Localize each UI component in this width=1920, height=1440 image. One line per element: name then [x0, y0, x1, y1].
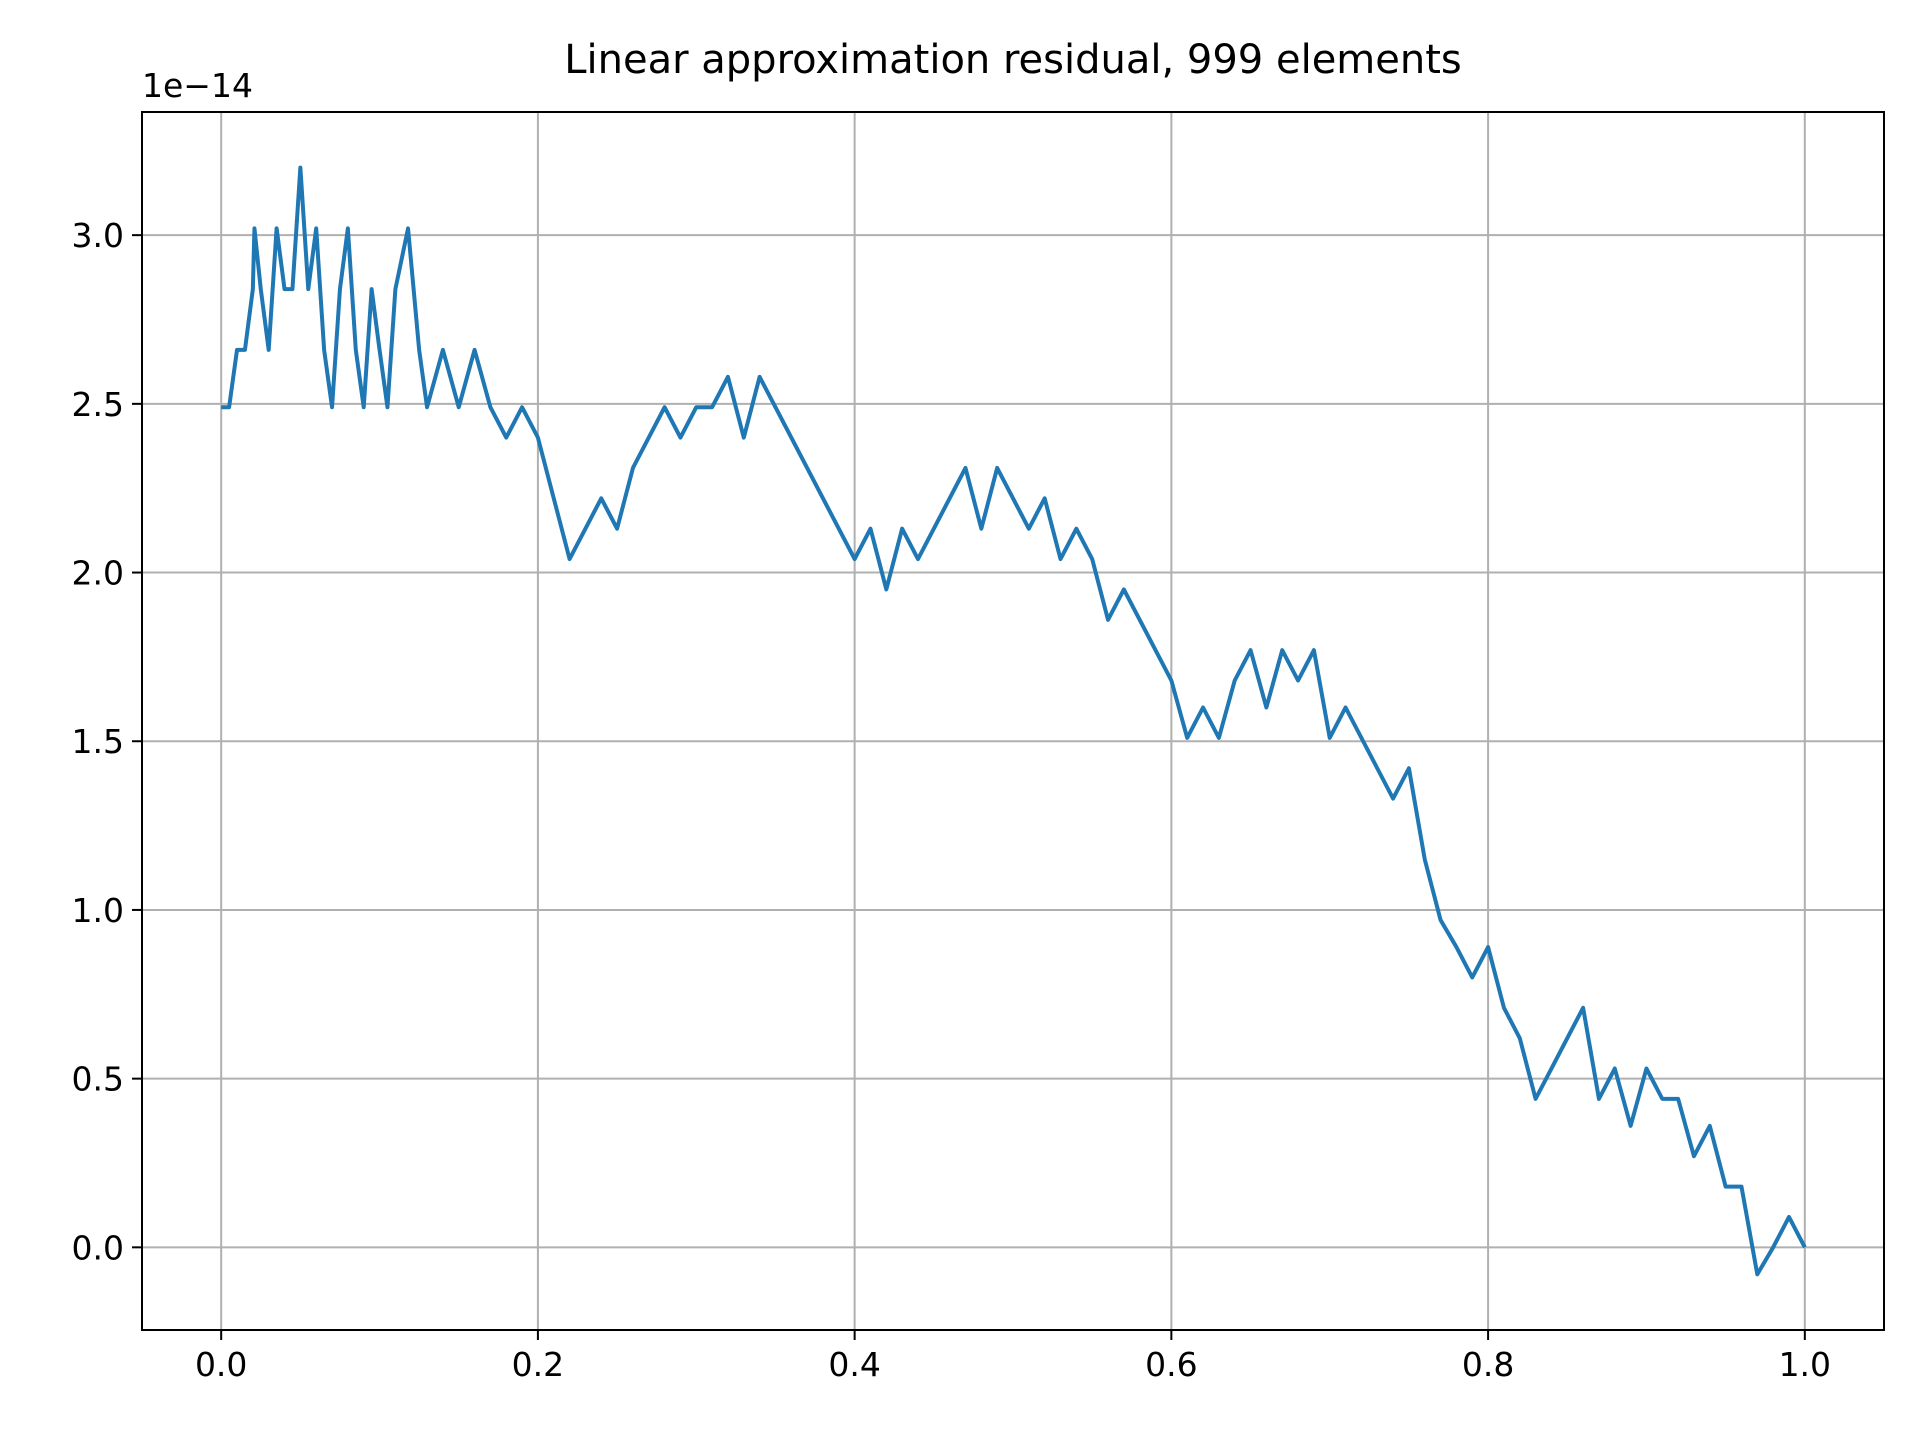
y-tick-label: 2.0	[72, 554, 124, 593]
y-tick-label: 2.5	[72, 385, 124, 424]
x-tick-label: 0.0	[195, 1345, 247, 1384]
y-tick-label: 0.5	[72, 1060, 124, 1099]
x-tick-label: 1.0	[1779, 1345, 1831, 1384]
y-tick-label: 3.0	[72, 216, 124, 255]
y-tick-label: 0.0	[72, 1228, 124, 1267]
y-offset-label: 1e−14	[142, 66, 253, 105]
x-tick-label: 0.8	[1462, 1345, 1514, 1384]
x-tick-label: 0.6	[1145, 1345, 1197, 1384]
x-tick-label: 0.2	[512, 1345, 564, 1384]
chart-title: Linear approximation residual, 999 eleme…	[564, 37, 1462, 83]
plot-frame	[141, 111, 1885, 1331]
x-tick-label: 0.4	[828, 1345, 880, 1384]
y-tick-label: 1.5	[72, 722, 124, 761]
data-line	[221, 165, 1807, 1277]
y-tick-label: 1.0	[72, 891, 124, 930]
